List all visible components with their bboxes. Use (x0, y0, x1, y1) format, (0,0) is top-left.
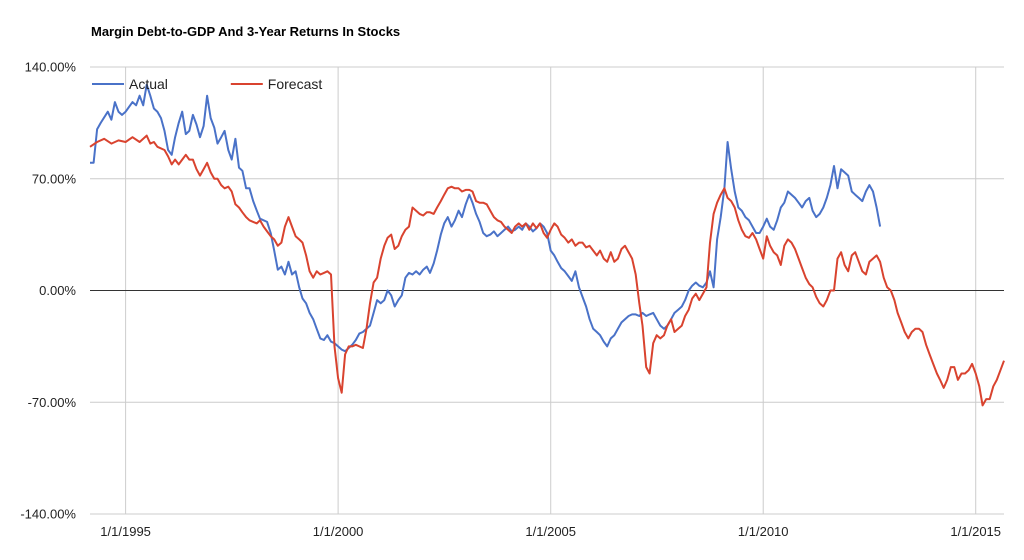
x-axis-tick-labels: 1/1/1995 1/1/2000 1/1/2005 1/1/2010 1/1/2015 (100, 524, 1001, 539)
y-tick-label: 140.00% (25, 60, 77, 75)
y-tick-label: 70.00% (32, 171, 77, 186)
series-line-actual (90, 83, 882, 353)
x-tick-label: 1/1/2015 (950, 524, 1001, 539)
y-tick-label: 0.00% (39, 283, 76, 298)
chart-title: Margin Debt-to-GDP And 3-Year Returns In… (91, 24, 401, 39)
x-tick-label: 1/1/2000 (313, 524, 364, 539)
x-tick-label: 1/1/2005 (525, 524, 576, 539)
x-tick-label: 1/1/1995 (100, 524, 151, 539)
legend: Actual Forecast (92, 76, 322, 92)
legend-label-forecast: Forecast (268, 76, 323, 92)
series-line-forecast (89, 134, 1005, 407)
y-tick-label: -70.00% (28, 395, 77, 410)
legend-label-actual: Actual (129, 76, 168, 92)
y-axis-tick-labels: 140.00% 70.00% 0.00% -70.00% -140.00% (20, 60, 76, 522)
y-tick-label: -140.00% (20, 507, 76, 522)
x-tick-label: 1/1/2010 (738, 524, 789, 539)
series-lines (89, 83, 1005, 407)
